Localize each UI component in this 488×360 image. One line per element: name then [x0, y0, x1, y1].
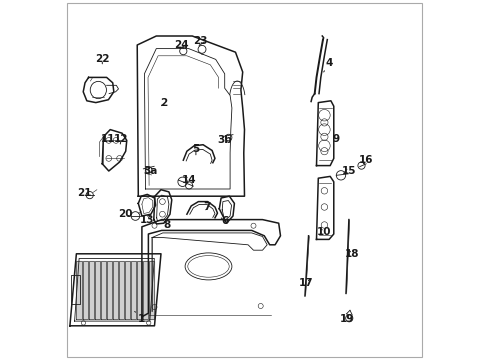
Text: 19: 19	[339, 314, 354, 324]
Text: 2: 2	[160, 98, 167, 108]
Text: 7: 7	[203, 202, 210, 212]
Polygon shape	[95, 261, 100, 319]
Text: 20: 20	[118, 209, 133, 219]
Text: 6: 6	[221, 216, 228, 226]
Text: 4: 4	[323, 58, 332, 72]
Text: 18: 18	[345, 249, 359, 259]
Polygon shape	[82, 261, 88, 319]
Polygon shape	[137, 261, 142, 319]
Text: 21: 21	[77, 188, 91, 198]
Text: 5: 5	[192, 144, 199, 155]
Text: 1: 1	[134, 311, 145, 324]
Polygon shape	[143, 261, 148, 319]
Text: 16: 16	[358, 155, 373, 165]
Polygon shape	[131, 261, 136, 319]
Polygon shape	[149, 261, 154, 319]
Text: 17: 17	[299, 278, 313, 288]
Text: 9: 9	[332, 134, 339, 144]
Text: 8: 8	[163, 220, 170, 230]
Text: 10: 10	[316, 227, 330, 237]
Text: 3a: 3a	[142, 166, 157, 176]
Polygon shape	[76, 261, 81, 319]
Text: 3b: 3b	[217, 135, 232, 145]
Text: 14: 14	[181, 175, 196, 185]
Polygon shape	[113, 261, 118, 319]
Text: 11: 11	[101, 134, 116, 144]
Polygon shape	[106, 261, 112, 319]
Polygon shape	[88, 261, 94, 319]
Polygon shape	[124, 261, 130, 319]
Text: 23: 23	[193, 36, 207, 46]
Text: 22: 22	[95, 54, 109, 64]
Text: 12: 12	[114, 134, 128, 144]
Text: 15: 15	[341, 166, 355, 176]
Polygon shape	[101, 261, 106, 319]
Text: 24: 24	[174, 40, 188, 50]
Text: 13: 13	[139, 215, 154, 225]
Polygon shape	[119, 261, 124, 319]
